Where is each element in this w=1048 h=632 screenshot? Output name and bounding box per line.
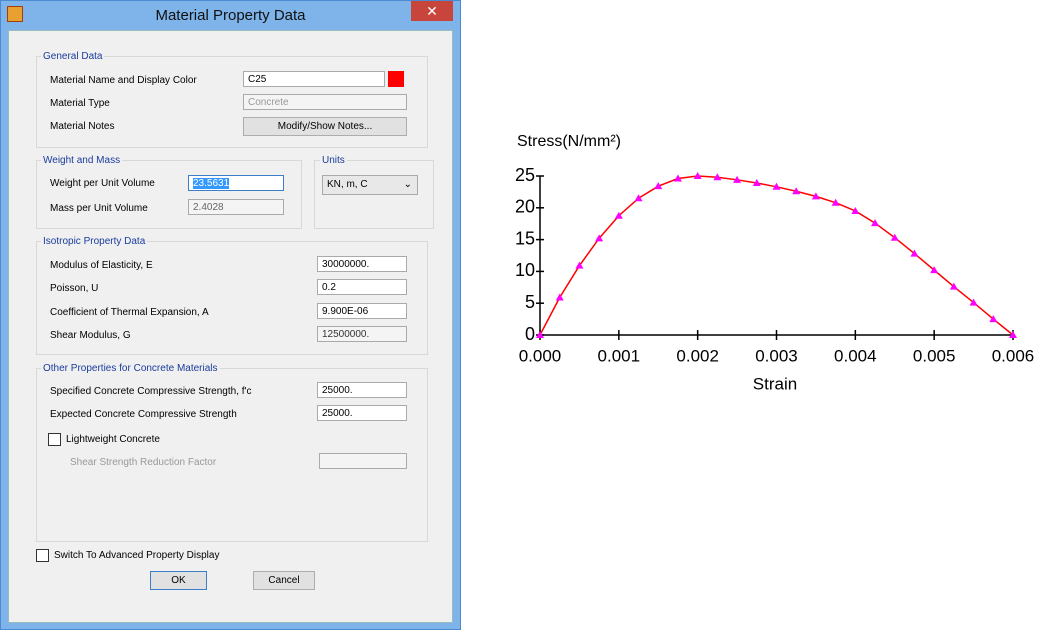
checkbox-label: Switch To Advanced Property Display: [54, 550, 219, 561]
label: Modulus of Elasticity, E: [50, 260, 153, 271]
x-axis-label: Strain: [753, 374, 797, 393]
label: Weight per Unit Volume: [50, 178, 155, 189]
x-tick-label: 0.004: [834, 346, 877, 365]
group-heading: Isotropic Property Data: [41, 236, 147, 247]
combo-box: Concrete: [243, 94, 407, 110]
combo-box[interactable]: KN, m, C ⌄: [322, 175, 418, 195]
x-tick-label: 0.006: [992, 346, 1035, 365]
color-swatch[interactable]: [388, 71, 404, 87]
selected-text: 23.5631: [193, 178, 229, 189]
text-input[interactable]: 23.5631: [188, 175, 284, 191]
chart: Stress(N/mm²) Strain 0 5 10 15 20 25 0.000 0.00…: [470, 0, 1048, 632]
checkbox-label: Lightweight Concrete: [66, 434, 160, 445]
group-heading: General Data: [41, 51, 104, 62]
group-heading: Weight and Mass: [41, 155, 122, 166]
label: Material Type: [50, 98, 110, 109]
page: Material Property Data ✕ General Data Ma…: [0, 0, 1048, 632]
y-tick-label: 10: [515, 260, 535, 280]
close-button[interactable]: ✕: [411, 1, 453, 21]
data-point: [871, 219, 879, 226]
x-tick-label: 0.000: [519, 346, 562, 365]
text-input: [319, 453, 407, 469]
y-tick-label: 20: [515, 197, 535, 217]
x-tick-label: 0.005: [913, 346, 956, 365]
text-output: 2.4028: [188, 199, 284, 215]
text-input[interactable]: C25: [243, 71, 385, 87]
y-tick-label: 25: [515, 165, 535, 185]
dialog-title: Material Property Data: [1, 7, 460, 24]
cancel-button[interactable]: Cancel: [253, 571, 315, 590]
label: Shear Strength Reduction Factor: [70, 457, 216, 468]
checkbox[interactable]: [48, 433, 61, 446]
text-input[interactable]: 25000.: [317, 405, 407, 421]
dropdown-arrow: ⌄: [404, 176, 412, 194]
y-axis-label: Stress(N/mm²): [517, 133, 621, 150]
y-tick-label: 5: [525, 292, 535, 312]
data-point: [635, 194, 643, 201]
group-box: [36, 160, 302, 229]
combo-value: KN, m, C: [327, 179, 368, 190]
text-input[interactable]: 9.900E-06: [317, 303, 407, 319]
y-tick-label: 15: [515, 228, 535, 248]
ok-button[interactable]: OK: [150, 571, 207, 590]
text-input[interactable]: 30000000.: [317, 256, 407, 272]
x-tick-label: 0.003: [755, 346, 798, 365]
group-heading: Units: [320, 155, 347, 166]
label: Poisson, U: [50, 283, 98, 294]
label: Expected Concrete Compressive Strength: [50, 409, 237, 420]
x-tick-label: 0.001: [598, 346, 641, 365]
text-output: 12500000.: [317, 326, 407, 342]
text-input[interactable]: 0.2: [317, 279, 407, 295]
checkbox[interactable]: [36, 549, 49, 562]
label: Mass per Unit Volume: [50, 203, 148, 214]
y-tick-label: 0: [525, 324, 535, 344]
data-point: [556, 293, 564, 300]
label: Coefficient of Thermal Expansion, A: [50, 307, 209, 318]
label: Material Name and Display Color: [50, 75, 197, 86]
label: Specified Concrete Compressive Strength,…: [50, 386, 251, 397]
text-input[interactable]: 25000.: [317, 382, 407, 398]
x-tick-label: 0.002: [676, 346, 719, 365]
button[interactable]: Modify/Show Notes...: [243, 117, 407, 136]
label: Material Notes: [50, 121, 114, 132]
group-heading: Other Properties for Concrete Materials: [41, 363, 220, 374]
data-line: [540, 176, 1013, 335]
label: Shear Modulus, G: [50, 330, 131, 341]
